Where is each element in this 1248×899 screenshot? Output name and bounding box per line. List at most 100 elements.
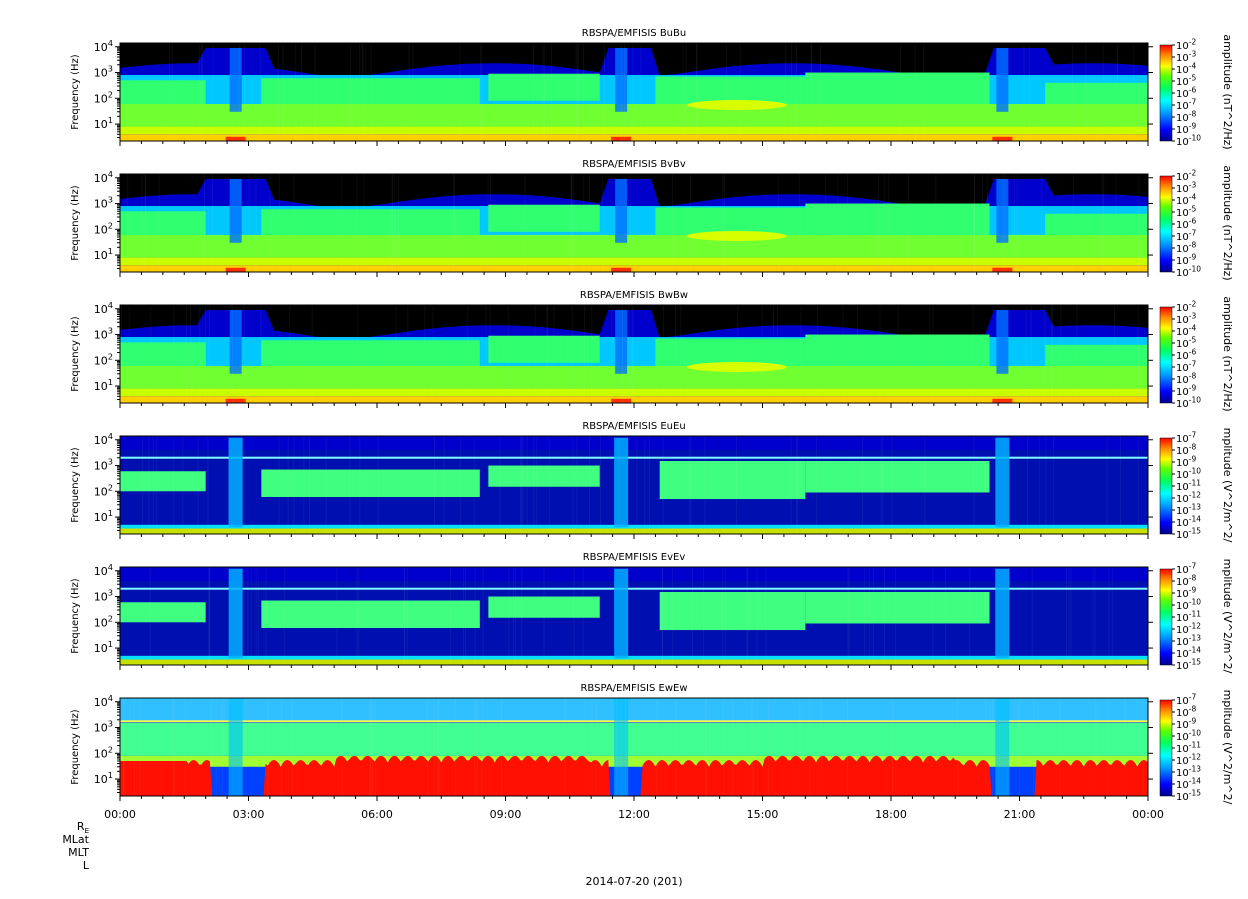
- spectrogram-perigee-gap: [996, 178, 1009, 243]
- spectrogram-texture: [1066, 567, 1067, 665]
- y-tick-label: 102: [94, 613, 113, 629]
- spectrogram-texture: [499, 436, 501, 534]
- spectrogram-texture: [377, 436, 379, 534]
- spectrogram-hiss-band: [120, 722, 1148, 756]
- spectrogram-texture: [929, 305, 931, 403]
- spectrogram-line-2khz: [120, 587, 1148, 590]
- spectrogram-texture: [897, 305, 899, 403]
- spectrogram-red-region: [120, 755, 1148, 796]
- spectrogram-texture: [974, 174, 975, 272]
- y-axis-label: Frequency (Hz): [70, 316, 81, 392]
- colorbar-tick-label: 10-13: [1176, 765, 1201, 780]
- spectrogram-texture: [336, 567, 338, 665]
- spectrogram-texture: [144, 174, 146, 272]
- spectrogram-texture: [888, 174, 890, 272]
- colorbar-tick-label: 10-9: [1176, 122, 1196, 137]
- spectrogram-texture: [785, 43, 786, 141]
- x-tick-label: 09:00: [490, 808, 522, 821]
- panel-title: RBSPA/EMFISIS BwBw: [580, 290, 688, 301]
- spectrogram-texture: [656, 698, 658, 796]
- colorbar: [1159, 699, 1173, 797]
- spectrogram-texture: [571, 174, 573, 272]
- spectrogram-hiss-segment: [659, 591, 806, 631]
- spectrogram-base-band: [120, 528, 1148, 534]
- spectrogram-texture: [1013, 174, 1015, 272]
- spectrogram-texture: [255, 174, 257, 272]
- spectrogram-hiss-segment: [261, 78, 480, 105]
- spectrogram-texture: [287, 436, 289, 534]
- spectrogram-texture: [128, 305, 130, 403]
- spectrogram-texture: [616, 698, 618, 796]
- spectrogram-texture: [736, 436, 737, 534]
- spectrogram-texture: [227, 436, 229, 534]
- orbit-label: RE: [77, 820, 89, 835]
- spectrogram-texture: [796, 436, 797, 534]
- spectrogram-texture: [407, 305, 409, 403]
- y-tick-label: 104: [94, 693, 113, 709]
- spectrogram-texture: [374, 698, 376, 796]
- spectrogram-texture: [891, 436, 893, 534]
- orbit-label: L: [83, 859, 90, 872]
- spectrogram-hiss-segment: [120, 211, 206, 236]
- spectrogram-hiss-segment: [120, 342, 206, 367]
- y-axis-label: Frequency (Hz): [70, 709, 81, 785]
- spectrogram-base-band: [120, 396, 1148, 403]
- spectrogram-perigee-gap: [995, 698, 1010, 796]
- spectrogram-texture: [149, 567, 151, 665]
- spectrogram-texture: [591, 305, 593, 403]
- spectrogram-texture: [627, 305, 629, 403]
- spectrogram-texture: [481, 43, 483, 141]
- spectrogram-texture: [1102, 43, 1104, 141]
- spectrogram-texture: [156, 436, 158, 534]
- spectrogram-texture: [289, 305, 291, 403]
- spectrogram-texture: [842, 305, 844, 403]
- spectrogram-perigee-gap: [995, 568, 1010, 659]
- spectrogram-texture: [1085, 43, 1087, 141]
- spectrogram-texture: [945, 567, 947, 665]
- spectrogram-texture: [761, 305, 763, 403]
- spectrogram-texture: [295, 43, 297, 141]
- spectrogram-texture: [406, 567, 408, 665]
- spectrogram-texture: [846, 174, 848, 272]
- spectrogram-texture: [662, 567, 663, 665]
- colorbar-tick-label: 10-10: [1176, 598, 1201, 613]
- spectrogram-texture: [1101, 174, 1103, 272]
- spectrogram-texture: [454, 698, 456, 796]
- time-axis: 00:00 03:00 06:00 09:00 12:00 15:00 18:00 21:00…: [104, 808, 1164, 821]
- y-tick-label: 101: [94, 770, 113, 786]
- y-tick-label: 103: [94, 195, 113, 211]
- spectrogram-texture: [260, 305, 262, 403]
- spectrogram-perigee-gap: [615, 309, 628, 374]
- spectrogram-texture: [791, 43, 793, 141]
- spectrogram-texture: [705, 698, 707, 796]
- spectrogram-perigee-gap: [614, 698, 629, 796]
- spectrogram-texture: [198, 43, 200, 141]
- spectrogram-texture: [797, 436, 799, 534]
- y-tick-label: 101: [94, 115, 113, 131]
- spectrogram-texture: [184, 698, 186, 796]
- spectrogram-low-band: [120, 235, 1148, 258]
- spectrogram-texture: [200, 43, 202, 141]
- spectrogram-texture: [1016, 174, 1018, 272]
- spectrogram-panel-1: RBSPA/EMFISIS BuBu Frequency (Hz) 101 102 10…: [70, 28, 1234, 150]
- spectrogram-texture: [171, 43, 173, 141]
- spectrogram-texture: [293, 174, 295, 272]
- spectrogram-texture: [973, 436, 975, 534]
- spectrogram-texture: [1051, 305, 1053, 403]
- spectrogram-texture: [692, 567, 693, 665]
- spectrogram-texture: [293, 436, 295, 534]
- spectrogram-texture: [1072, 43, 1074, 141]
- spectrogram-texture: [1111, 567, 1113, 665]
- spectrogram-texture: [900, 43, 902, 141]
- y-tick-label: 104: [94, 431, 113, 447]
- spectrogram-texture: [570, 174, 572, 272]
- spectrogram-texture: [685, 43, 687, 141]
- spectrogram-texture: [515, 567, 516, 665]
- spectrogram-texture: [259, 43, 261, 141]
- date-label: 2014-07-20 (201): [585, 875, 682, 888]
- colorbar-tick-label: 10-2: [1176, 38, 1196, 53]
- spectrogram-texture: [815, 436, 817, 534]
- spectrogram-texture: [363, 174, 365, 272]
- spectrogram-texture: [551, 43, 552, 141]
- spectrogram-texture: [957, 698, 959, 796]
